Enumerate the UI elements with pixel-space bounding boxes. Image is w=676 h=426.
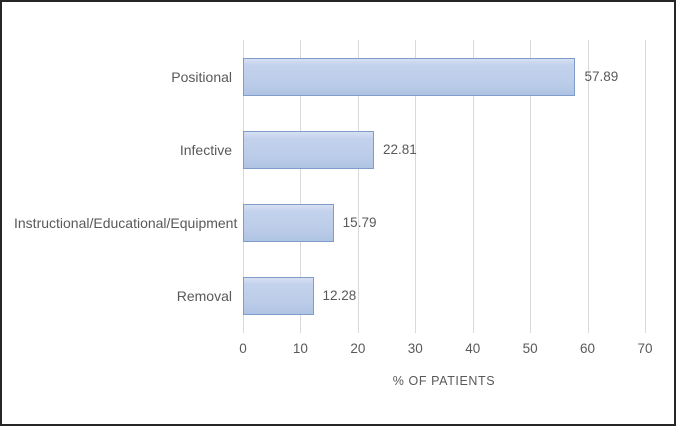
gridline-x-50 xyxy=(530,40,532,333)
x-tick-label-60: 60 xyxy=(580,341,596,356)
gridline-x-60 xyxy=(587,40,589,333)
x-tick-label-50: 50 xyxy=(522,341,538,356)
bar-positional xyxy=(243,57,576,96)
value-label-removal: 12.28 xyxy=(322,288,357,304)
category-label-infective: Infective xyxy=(179,141,232,158)
x-tick-label-40: 40 xyxy=(465,341,481,356)
x-tick-label-20: 20 xyxy=(350,341,366,356)
gridline-x-20 xyxy=(357,40,359,333)
bar-infective xyxy=(243,130,374,169)
category-label-removal: Removal xyxy=(176,288,232,305)
bar-instructional-educational-equipment xyxy=(243,204,334,243)
value-label-infective: 22.81 xyxy=(382,141,417,157)
bar-removal xyxy=(243,277,314,316)
category-label-positional: Positional xyxy=(171,68,232,85)
gridline-x-10 xyxy=(300,40,302,333)
gridline-x-30 xyxy=(415,40,417,333)
gridline-x-40 xyxy=(472,40,474,333)
gridline-x-70 xyxy=(645,40,646,333)
x-tick-label-30: 30 xyxy=(407,341,423,356)
value-label-instructional-educational-equipment: 15.79 xyxy=(342,215,377,231)
x-tick-label-10: 10 xyxy=(292,341,308,356)
x-tick-label-70: 70 xyxy=(637,341,653,356)
category-label-instructional-educational-equipment: Instructional/Educational/Equipment xyxy=(14,215,238,232)
gridline-x-0 xyxy=(243,40,244,333)
x-tick-label-0: 0 xyxy=(239,341,247,356)
value-label-positional: 57.89 xyxy=(584,68,619,84)
x-axis-title: % OF PATIENTS xyxy=(392,374,496,388)
